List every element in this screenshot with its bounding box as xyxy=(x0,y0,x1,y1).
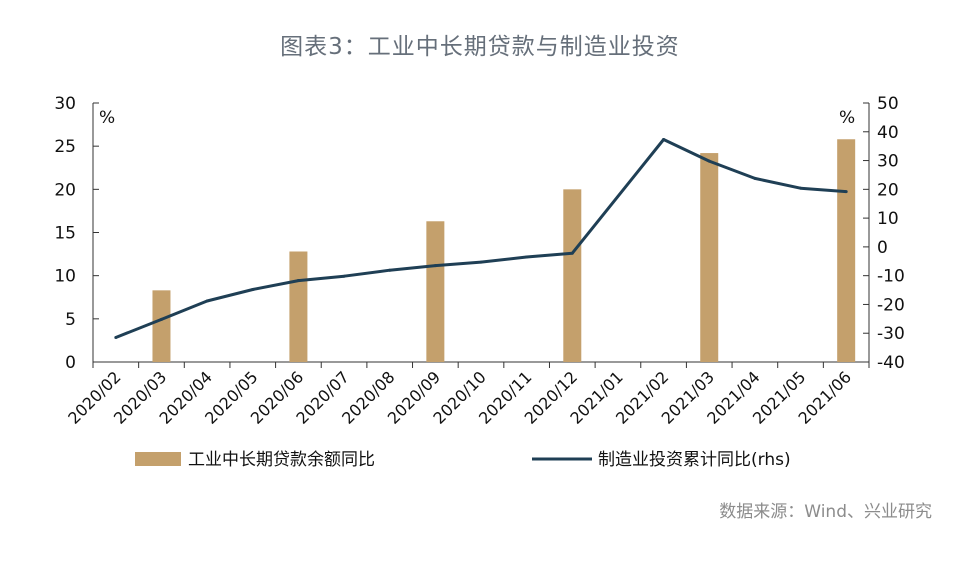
bar-series xyxy=(152,139,856,362)
right-tick-label: 0 xyxy=(877,238,888,258)
left-tick-label: 0 xyxy=(65,353,76,373)
line-series xyxy=(114,138,848,340)
legend-swatch-bar xyxy=(135,452,181,466)
line-point xyxy=(296,279,300,283)
bar-mark xyxy=(837,139,856,362)
bar-mark xyxy=(563,189,582,362)
chart-title: 图表3：工业中长期贷款与制造业投资 xyxy=(280,34,680,60)
legend-label-line: 制造业投资累计同比(rhs) xyxy=(598,450,791,470)
right-tick-label: 30 xyxy=(877,152,899,172)
line-point xyxy=(114,336,118,340)
right-tick-label: 10 xyxy=(877,209,899,229)
bar-mark xyxy=(700,153,719,362)
line-point xyxy=(525,255,529,259)
left-tick-label: 15 xyxy=(54,224,76,244)
right-axis-unit: % xyxy=(839,108,855,128)
bar-mark xyxy=(152,290,171,362)
bar-mark xyxy=(426,221,445,362)
right-tick-label: -20 xyxy=(877,295,905,315)
line-point xyxy=(570,251,574,255)
right-tick-label: -10 xyxy=(877,267,905,287)
line-point xyxy=(662,138,666,142)
bar-mark xyxy=(289,251,308,362)
line-point xyxy=(342,274,346,278)
right-tick-label: -30 xyxy=(877,324,905,344)
right-tick-label: 40 xyxy=(877,123,899,143)
line-point xyxy=(844,190,848,194)
line-point xyxy=(433,264,437,268)
legend: 工业中长期贷款余额同比 制造业投资累计同比(rhs) xyxy=(135,450,791,470)
left-axis-unit: % xyxy=(99,108,115,128)
right-tick-label: -40 xyxy=(877,353,905,373)
legend-label-bar: 工业中长期贷款余额同比 xyxy=(188,450,375,470)
right-tick-label: 20 xyxy=(877,180,899,200)
line-path xyxy=(115,138,847,339)
line-point xyxy=(479,260,483,264)
left-tick-label: 5 xyxy=(65,310,76,330)
left-tick-label: 10 xyxy=(54,267,76,287)
left-tick-label: 20 xyxy=(54,180,76,200)
line-point xyxy=(388,268,392,272)
line-point xyxy=(251,287,255,291)
source-note: 数据来源：Wind、兴业研究 xyxy=(719,502,932,522)
line-point xyxy=(753,176,757,180)
left-tick-label: 30 xyxy=(54,94,76,114)
line-point xyxy=(707,159,711,163)
line-point xyxy=(799,186,803,190)
right-tick-label: 50 xyxy=(877,94,899,114)
left-tick-label: 25 xyxy=(54,137,76,157)
line-point xyxy=(159,317,163,321)
line-point xyxy=(205,299,209,303)
